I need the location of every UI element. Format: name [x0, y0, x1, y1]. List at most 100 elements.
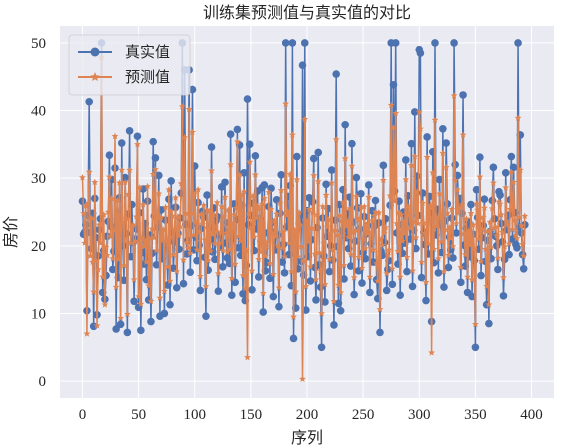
data-point	[417, 273, 426, 282]
data-point	[327, 166, 336, 174]
data-point	[434, 255, 442, 262]
data-point	[190, 231, 198, 238]
data-point	[513, 234, 521, 242]
data-point	[449, 254, 457, 262]
data-point	[113, 196, 121, 204]
data-point	[407, 139, 416, 148]
data-point	[119, 219, 127, 226]
data-point	[420, 219, 428, 226]
data-point	[499, 292, 508, 300]
data-point	[434, 269, 443, 277]
data-point	[254, 273, 263, 281]
data-point	[167, 207, 175, 215]
data-point	[83, 330, 91, 337]
data-point	[433, 214, 441, 221]
data-point	[93, 322, 101, 329]
data-point	[81, 239, 89, 247]
data-point	[146, 234, 154, 242]
legend-label-true: 真实值	[125, 43, 170, 61]
series-pred	[79, 54, 529, 382]
data-point	[377, 235, 385, 242]
data-point	[259, 289, 267, 297]
data-point	[212, 228, 220, 235]
data-point	[519, 240, 526, 248]
data-point	[358, 264, 366, 272]
data-point	[445, 251, 452, 259]
data-point	[293, 175, 301, 183]
data-point	[167, 177, 175, 185]
data-point	[452, 219, 460, 227]
data-point	[116, 320, 125, 329]
data-point	[265, 188, 273, 196]
data-point	[202, 312, 210, 320]
data-point	[201, 236, 209, 243]
data-point	[108, 194, 116, 202]
data-point	[366, 288, 374, 297]
data-point	[319, 202, 327, 210]
data-point	[500, 274, 507, 281]
data-point	[224, 206, 232, 213]
data-point	[148, 225, 156, 232]
data-point	[165, 186, 173, 193]
data-point	[235, 232, 242, 240]
data-point	[194, 186, 202, 193]
data-point	[382, 286, 391, 295]
data-point	[480, 195, 489, 203]
data-point	[352, 173, 361, 182]
data-point	[154, 210, 162, 217]
data-point	[221, 178, 229, 187]
data-point	[260, 181, 269, 189]
data-point	[280, 269, 289, 277]
data-point	[240, 168, 248, 177]
data-point	[199, 220, 207, 228]
data-point	[422, 296, 430, 305]
data-point	[85, 168, 93, 176]
data-point	[399, 237, 406, 244]
data-point	[409, 267, 416, 274]
data-point	[515, 213, 523, 221]
data-point	[300, 257, 308, 264]
data-point	[394, 247, 402, 255]
data-point	[219, 262, 227, 271]
data-point	[162, 203, 169, 211]
data-point	[494, 254, 502, 261]
data-point	[416, 125, 424, 132]
data-point	[139, 200, 147, 208]
data-point	[140, 242, 148, 250]
data-point	[211, 240, 219, 247]
data-point	[480, 204, 488, 211]
data-point	[321, 298, 329, 306]
data-point	[519, 265, 528, 273]
data-point	[120, 276, 128, 285]
data-point	[179, 279, 188, 288]
data-point	[294, 253, 302, 260]
data-point	[391, 39, 400, 47]
data-point	[468, 292, 476, 301]
data-point	[253, 214, 260, 221]
data-point	[443, 209, 451, 217]
x-tick-label: 50	[131, 407, 146, 423]
data-point	[456, 204, 464, 211]
data-point	[86, 252, 94, 259]
data-point	[268, 229, 276, 236]
data-point	[195, 228, 203, 235]
data-point	[95, 221, 103, 228]
data-point	[207, 143, 216, 151]
data-point	[311, 250, 319, 257]
data-point	[278, 258, 287, 266]
data-point	[334, 299, 343, 308]
data-point	[271, 217, 278, 224]
data-point	[156, 294, 164, 301]
data-point	[150, 234, 158, 241]
data-point	[257, 248, 265, 255]
data-point	[379, 161, 388, 170]
data-point	[520, 252, 528, 259]
data-point	[312, 276, 320, 283]
data-point	[247, 223, 255, 231]
data-point	[336, 211, 343, 219]
data-point	[108, 265, 117, 274]
data-point	[516, 166, 524, 173]
data-point	[173, 267, 181, 275]
data-point	[341, 154, 349, 162]
data-point	[501, 168, 510, 177]
